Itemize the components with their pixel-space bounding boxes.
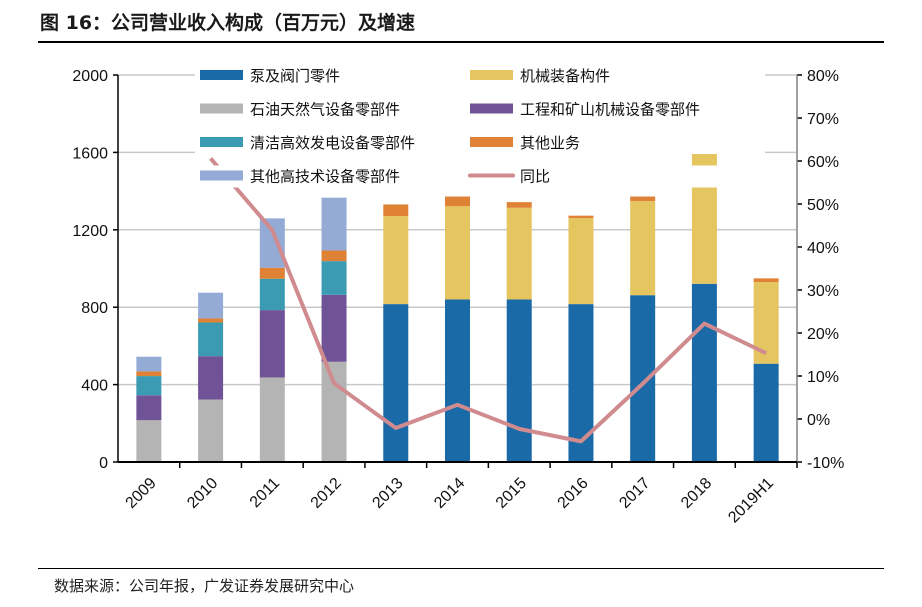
bar-segment xyxy=(321,197,347,251)
legend-label: 工程和矿山机械设备零部件 xyxy=(520,101,700,119)
x-tick-label: 2015 xyxy=(493,475,530,512)
legend-swatch xyxy=(200,170,243,181)
legend-bg xyxy=(465,165,765,188)
x-tick-label: 2009 xyxy=(123,475,160,512)
bar-segment xyxy=(445,299,470,462)
yoy-line xyxy=(209,157,768,444)
y2-tick-label: 30% xyxy=(807,283,839,300)
bar-segment xyxy=(506,207,532,300)
legend-label: 泵及阀门零件 xyxy=(250,67,340,85)
bar-segment xyxy=(568,215,594,219)
x-tick-label: 2011 xyxy=(247,475,283,511)
x-tick-label: 2012 xyxy=(308,475,345,512)
bar-segment xyxy=(691,144,717,284)
bar-segment xyxy=(568,218,594,305)
legend-swatch xyxy=(200,70,243,80)
legend-bg xyxy=(195,132,495,154)
legend-bg xyxy=(465,65,765,87)
bar-segment xyxy=(321,361,347,462)
bar-segment xyxy=(630,295,656,462)
bar-segment xyxy=(383,304,409,462)
bar-segment xyxy=(445,196,470,207)
legend-bg xyxy=(465,98,765,121)
x-tick-label: 2016 xyxy=(555,475,592,512)
y2-tick-label: 70% xyxy=(807,111,839,128)
y2-tick-label: 60% xyxy=(807,154,839,171)
bar-segment xyxy=(136,420,162,462)
y-tick-label: 0 xyxy=(99,455,108,472)
bar-segment xyxy=(506,202,532,208)
bar-segment xyxy=(753,278,779,283)
legend-label: 机械装备构件 xyxy=(520,67,610,85)
source-note: 数据来源：公司年报，广发证券发展研究中心 xyxy=(54,577,355,595)
y-tick-label: 2000 xyxy=(72,68,108,85)
x-tick-label: 2018 xyxy=(678,475,715,512)
y2-tick-label: 50% xyxy=(807,197,839,214)
bar-segment xyxy=(691,283,717,462)
y-tick-label: 400 xyxy=(81,378,108,395)
legend-bg xyxy=(195,65,495,87)
y2-tick-label: 0% xyxy=(807,412,830,429)
x-tick-label: 2014 xyxy=(431,475,468,512)
bar-segment xyxy=(321,250,347,262)
title-divider xyxy=(38,41,884,43)
bar-segment xyxy=(383,204,409,217)
bar-segment xyxy=(198,399,224,462)
legend-swatch xyxy=(470,137,513,147)
legend-bg xyxy=(195,98,495,121)
bar-segment xyxy=(445,206,470,300)
bar-segment xyxy=(259,310,285,378)
legend-label: 同比 xyxy=(520,168,550,186)
bar-segment xyxy=(136,371,162,377)
bar-segment xyxy=(198,318,224,323)
bar-segment xyxy=(321,261,347,295)
legend-label: 其他业务 xyxy=(520,134,580,152)
bar-segment xyxy=(259,267,285,279)
y2-tick-label: 10% xyxy=(807,369,839,386)
bar-segment xyxy=(198,322,224,357)
bar-segment xyxy=(753,363,779,462)
legend-bg xyxy=(465,132,765,154)
bar-segment xyxy=(630,196,656,202)
bar-segment xyxy=(506,299,532,462)
legend-swatch xyxy=(200,137,243,147)
source-divider xyxy=(38,568,884,569)
legend-swatch xyxy=(470,70,513,80)
bar-segment xyxy=(136,376,162,396)
y2-tick-label: 40% xyxy=(807,240,839,257)
x-tick-label: 2013 xyxy=(369,475,406,512)
bar-segment xyxy=(259,218,285,268)
legend-swatch xyxy=(200,103,243,114)
bar-segment xyxy=(259,377,285,462)
bar-segment xyxy=(259,278,285,311)
bar-segment xyxy=(630,201,656,296)
legend-swatch xyxy=(470,103,513,114)
bar-segment xyxy=(136,356,162,372)
bar-segment xyxy=(136,395,162,421)
y2-tick-label: -10% xyxy=(807,455,844,472)
legend-label: 石油天然气设备零部件 xyxy=(250,101,400,119)
y2-tick-label: 20% xyxy=(807,326,839,343)
x-tick-label: 2017 xyxy=(616,475,653,512)
bar-segment xyxy=(383,216,409,305)
legend-label: 其他高技术设备零部件 xyxy=(250,168,400,186)
bar-segment xyxy=(321,294,347,362)
legend-label: 清洁高效发电设备零部件 xyxy=(250,134,415,152)
y-tick-label: 1200 xyxy=(72,223,108,240)
y-tick-label: 1600 xyxy=(72,145,108,162)
y-tick-label: 800 xyxy=(81,300,108,317)
y2-tick-label: 80% xyxy=(807,68,839,85)
chart-title: 图 16：公司营业收入构成（百万元）及增速 xyxy=(40,12,416,34)
bar-segment xyxy=(198,292,224,319)
x-tick-label: 2010 xyxy=(184,475,221,512)
legend-bg xyxy=(195,165,495,188)
bar-segment xyxy=(198,356,224,400)
x-tick-label: 2019H1 xyxy=(725,475,777,527)
